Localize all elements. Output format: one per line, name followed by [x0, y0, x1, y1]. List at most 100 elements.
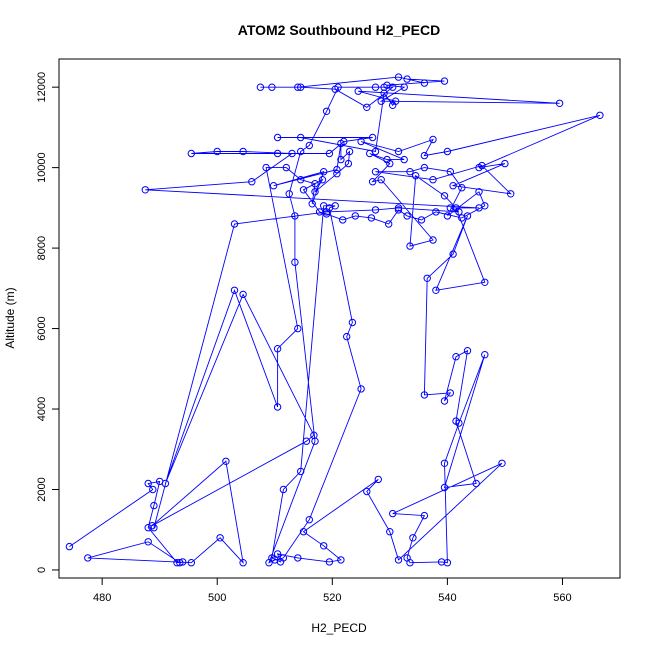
data-point [65, 542, 74, 551]
data-point [299, 186, 308, 194]
data-point [507, 190, 515, 198]
data-point [273, 345, 282, 353]
data-point [340, 137, 348, 146]
data-point [297, 147, 305, 156]
data-point [149, 485, 157, 494]
y-tick-label: 12000 [36, 72, 48, 103]
data-point [273, 149, 282, 158]
data-point [400, 155, 408, 164]
data-point [354, 87, 362, 95]
data-point [458, 184, 466, 192]
data-point [325, 149, 334, 158]
data-point [432, 286, 440, 294]
data-point [403, 75, 411, 83]
data-point [333, 170, 341, 178]
data-point [446, 168, 454, 176]
data-point [498, 459, 506, 467]
data-point [144, 538, 152, 546]
data-point [271, 556, 279, 564]
data-point [333, 165, 341, 174]
data-point [150, 501, 158, 510]
data-point [420, 151, 429, 160]
data-point [322, 210, 331, 218]
data-point [337, 556, 345, 564]
data-point [337, 155, 345, 164]
data-point [403, 212, 411, 220]
data-point [412, 172, 420, 180]
data-point [297, 467, 305, 476]
data-point [216, 534, 224, 542]
data-point [420, 163, 429, 172]
data-point [452, 353, 460, 361]
data-point [311, 180, 319, 188]
data-point [239, 147, 247, 156]
data-point [305, 516, 313, 524]
data-point [440, 397, 449, 405]
data-point [322, 208, 331, 216]
data-point [273, 133, 282, 142]
data-point [440, 459, 449, 467]
data-point [299, 528, 308, 536]
data-point [443, 559, 452, 567]
data-point [475, 204, 483, 212]
data-point [449, 182, 457, 190]
data-point [463, 347, 472, 355]
data-point [273, 403, 282, 411]
data-point [481, 351, 489, 359]
data-point [389, 101, 397, 110]
data-point [279, 554, 288, 562]
data-point [394, 556, 403, 564]
data-point [144, 479, 152, 488]
data-point [371, 83, 380, 91]
data-point [339, 216, 347, 224]
data-point [417, 216, 426, 224]
data-point [291, 212, 299, 220]
data-point [385, 220, 393, 228]
data-point [294, 83, 302, 91]
data-point [455, 208, 463, 216]
x-tick-label: 520 [323, 592, 341, 604]
data-point [279, 485, 288, 494]
y-tick-label: 6000 [36, 316, 48, 340]
data-point [141, 186, 150, 194]
data-point [394, 204, 403, 212]
data-point [446, 389, 454, 397]
data-point [294, 324, 302, 333]
y-tick-label: 2000 [36, 477, 48, 501]
data-point [268, 83, 276, 91]
data-point [386, 159, 394, 168]
data-point [320, 168, 328, 176]
data-point [363, 487, 371, 496]
data-point [501, 159, 509, 168]
data-point [256, 83, 265, 91]
data-point [345, 147, 354, 156]
data-point [481, 278, 489, 286]
x-axis-label: H2_PECD [311, 621, 367, 635]
data-point [432, 208, 440, 216]
y-tick-label: 4000 [36, 397, 48, 421]
plot-area [58, 58, 621, 579]
y-tick-label: 8000 [36, 236, 48, 260]
data-point [150, 524, 158, 532]
data-point [386, 528, 394, 536]
data-point [429, 236, 437, 244]
data-point [297, 133, 305, 142]
data-point [230, 286, 239, 294]
series-line [69, 76, 601, 565]
data-point [320, 542, 328, 550]
data-point [311, 437, 319, 445]
data-point [437, 558, 446, 566]
data-point [285, 190, 293, 198]
data-point [269, 182, 278, 190]
data-point [371, 168, 380, 176]
data-point [449, 250, 457, 258]
data-point [596, 111, 604, 120]
data-point [357, 385, 365, 393]
data-point [291, 258, 299, 266]
data-point [288, 149, 296, 158]
data-point [374, 475, 382, 484]
data-point [368, 178, 377, 186]
data-point [429, 176, 437, 184]
data-point [400, 83, 408, 91]
data-point [297, 83, 305, 91]
